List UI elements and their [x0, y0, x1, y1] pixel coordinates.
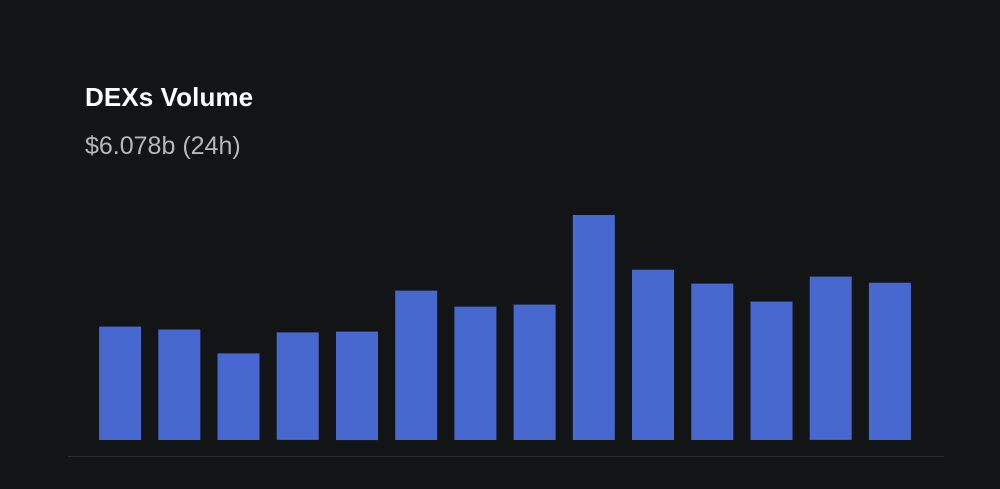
volume-bar[interactable] — [809, 276, 852, 440]
volume-bar[interactable] — [572, 215, 615, 440]
chart-title: DEXs Volume — [85, 82, 254, 112]
volume-bar[interactable] — [750, 301, 793, 440]
volume-bar[interactable] — [868, 282, 911, 440]
volume-bar[interactable] — [276, 332, 319, 440]
volume-bar[interactable] — [99, 326, 142, 440]
volume-bar[interactable] — [336, 331, 378, 441]
volume-bar[interactable] — [632, 269, 674, 440]
volume-subtitle: $6.078b (24h) — [85, 132, 241, 160]
volume-bar[interactable] — [454, 306, 497, 440]
volume-bar[interactable] — [217, 353, 260, 440]
volume-bar[interactable] — [158, 329, 201, 441]
volume-bar[interactable] — [513, 304, 556, 440]
volume-bar[interactable] — [691, 283, 734, 440]
volume-bar[interactable] — [395, 290, 438, 440]
